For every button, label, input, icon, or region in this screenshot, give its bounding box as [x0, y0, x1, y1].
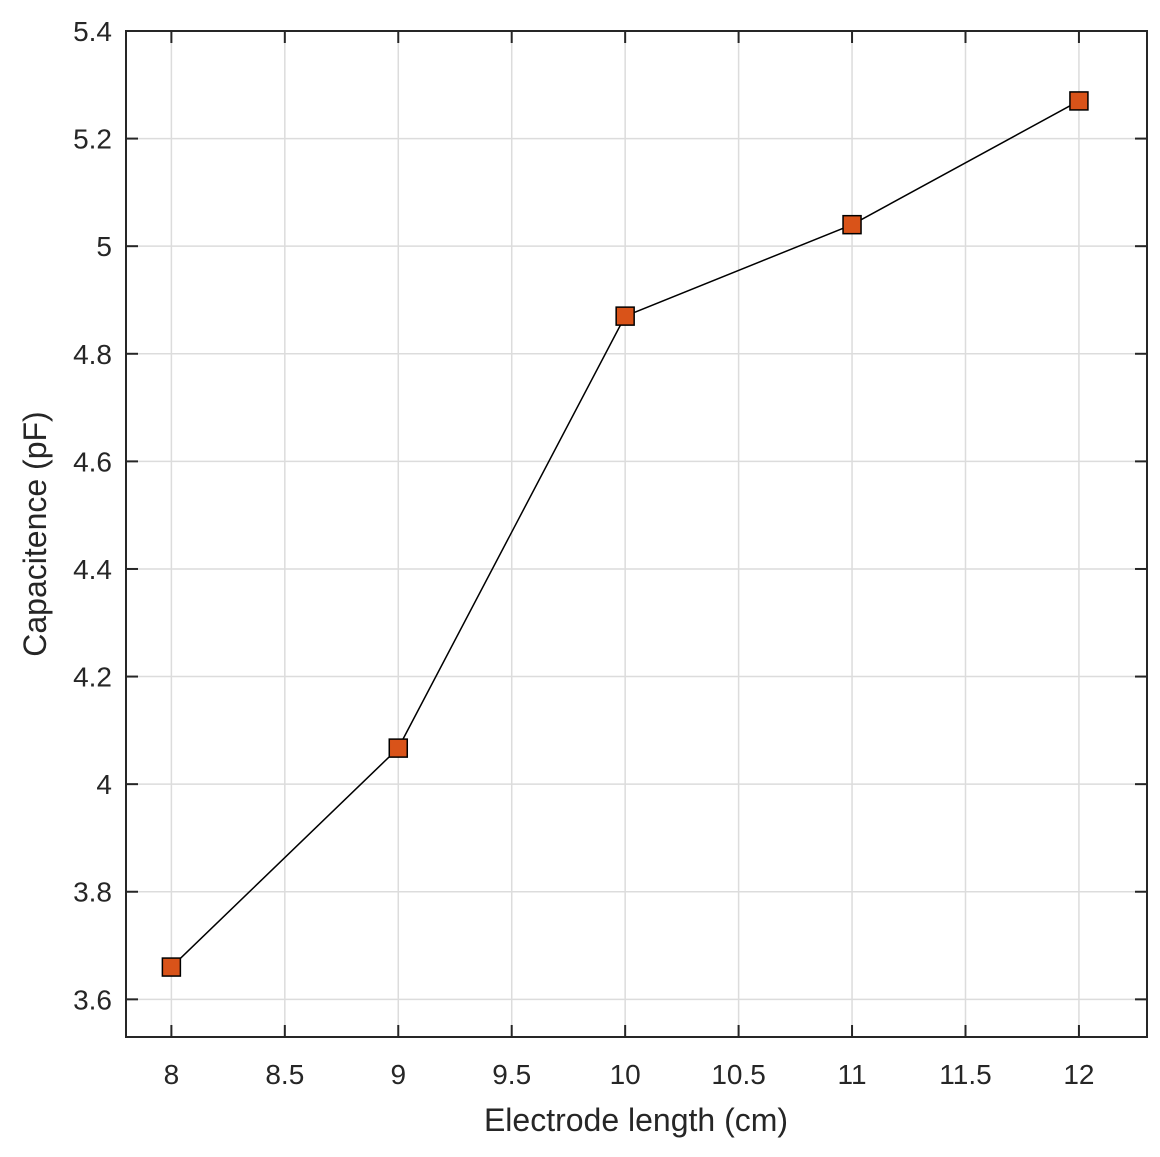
x-tick-label: 8	[164, 1059, 180, 1090]
axis-ticks: 8 8.5 9 9.5 10 10.5 11 11.5 12 3.6 3.8 4 4.2 4.4 4.6 4.…	[73, 16, 1147, 1090]
data-point-marker	[1069, 91, 1089, 111]
y-tick-label: 3.8	[73, 877, 112, 908]
y-tick-label: 4.4	[73, 554, 112, 585]
data-point-marker	[842, 214, 862, 235]
grid	[126, 30, 1147, 1037]
data-point-marker	[615, 306, 635, 326]
x-tick-label: 9.5	[492, 1059, 531, 1090]
axes-box	[125, 30, 1148, 1038]
y-tick-label: 4.8	[73, 339, 112, 370]
y-tick-label: 4	[96, 769, 112, 800]
x-tick-label: 10	[610, 1059, 641, 1090]
x-tick-label: 10.5	[711, 1059, 766, 1090]
y-axis-title: Capacitence (pF)	[17, 411, 53, 656]
data-point-marker	[388, 738, 409, 758]
x-tick-label: 8.5	[265, 1059, 304, 1090]
y-tick-label: 5.4	[73, 16, 112, 47]
x-tick-label: 11.5	[939, 1059, 991, 1090]
x-tick-label: 11	[838, 1059, 867, 1090]
y-tick-label: 3.6	[73, 984, 112, 1015]
y-tick-label: 5	[96, 231, 112, 262]
plot-area	[126, 31, 1147, 1037]
data-point-marker	[161, 957, 182, 977]
x-tick-label: 12	[1063, 1059, 1094, 1090]
data-series	[161, 91, 1089, 977]
y-tick-label: 5.2	[73, 124, 112, 155]
x-axis-title: Electrode length (cm)	[484, 1102, 788, 1138]
x-tick-label: 9	[390, 1059, 406, 1090]
y-tick-label: 4.6	[73, 446, 112, 477]
y-tick-label: 4.2	[73, 662, 112, 693]
